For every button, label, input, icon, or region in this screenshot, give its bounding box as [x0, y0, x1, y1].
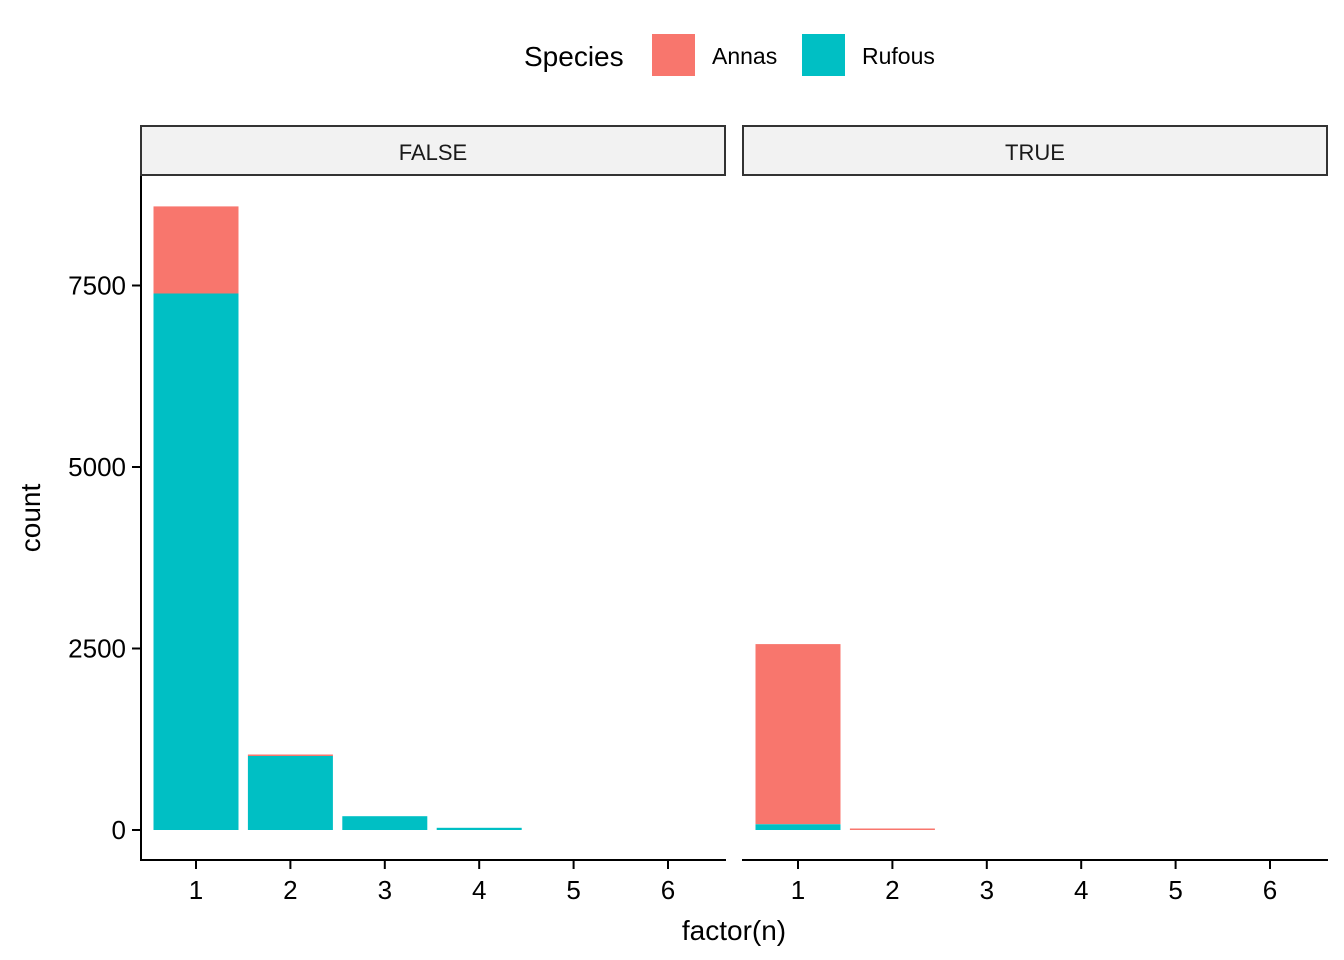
y-tick-label: 5000 [68, 452, 126, 482]
bar-true-2-annas [849, 828, 935, 830]
x-tick-label: 2 [283, 875, 297, 905]
legend-title: Species [524, 41, 624, 72]
y-axis-ticks: 0 2500 5000 7500 [68, 271, 141, 845]
panel-true [755, 644, 935, 830]
y-tick-label: 0 [112, 815, 126, 845]
bar-false-1-rufous [153, 293, 239, 830]
x-tick-label: 2 [885, 875, 899, 905]
bar-true-1-rufous [755, 824, 841, 830]
x-axis-title: factor(n) [682, 915, 786, 946]
legend-label-rufous: Rufous [862, 43, 935, 69]
bar-false-2-rufous [247, 755, 333, 830]
legend-key-rufous [802, 34, 845, 76]
y-tick-label: 7500 [68, 271, 126, 301]
bar-false-4-rufous [436, 827, 522, 830]
legend-key-annas [652, 34, 695, 76]
bar-false-1-annas [153, 206, 239, 294]
legend-label-annas: Annas [712, 43, 777, 69]
x-tick-label: 1 [791, 875, 805, 905]
legend: Species Annas Rufous [524, 34, 935, 76]
facet-strip-true-label: TRUE [1005, 140, 1065, 165]
facet-strip-false: FALSE [140, 125, 726, 176]
x-tick-label: 5 [566, 875, 580, 905]
y-axis-title: count [15, 484, 46, 553]
bar-false-3-rufous [342, 816, 428, 830]
facet-strip-true-box [742, 125, 1328, 176]
x-tick-label: 3 [378, 875, 392, 905]
x-tick-label: 3 [980, 875, 994, 905]
bar-false-2-annas [247, 754, 333, 756]
x-tick-label: 1 [189, 875, 203, 905]
x-tick-label: 6 [1263, 875, 1277, 905]
y-tick-label: 2500 [68, 634, 126, 664]
x-tick-label: 4 [1074, 875, 1088, 905]
x-tick-label: 5 [1168, 875, 1182, 905]
facet-strip-false-label: FALSE [399, 140, 467, 165]
x-tick-label: 6 [661, 875, 675, 905]
facet-strip-true: TRUE [742, 125, 1328, 176]
x-axis-ticks: 1 2 3 4 5 6 1 2 3 4 5 6 [189, 860, 1277, 905]
bar-true-1-annas [755, 644, 841, 825]
panel-false [153, 206, 522, 830]
x-tick-label: 4 [472, 875, 486, 905]
facet-strip-false-box [140, 125, 726, 176]
